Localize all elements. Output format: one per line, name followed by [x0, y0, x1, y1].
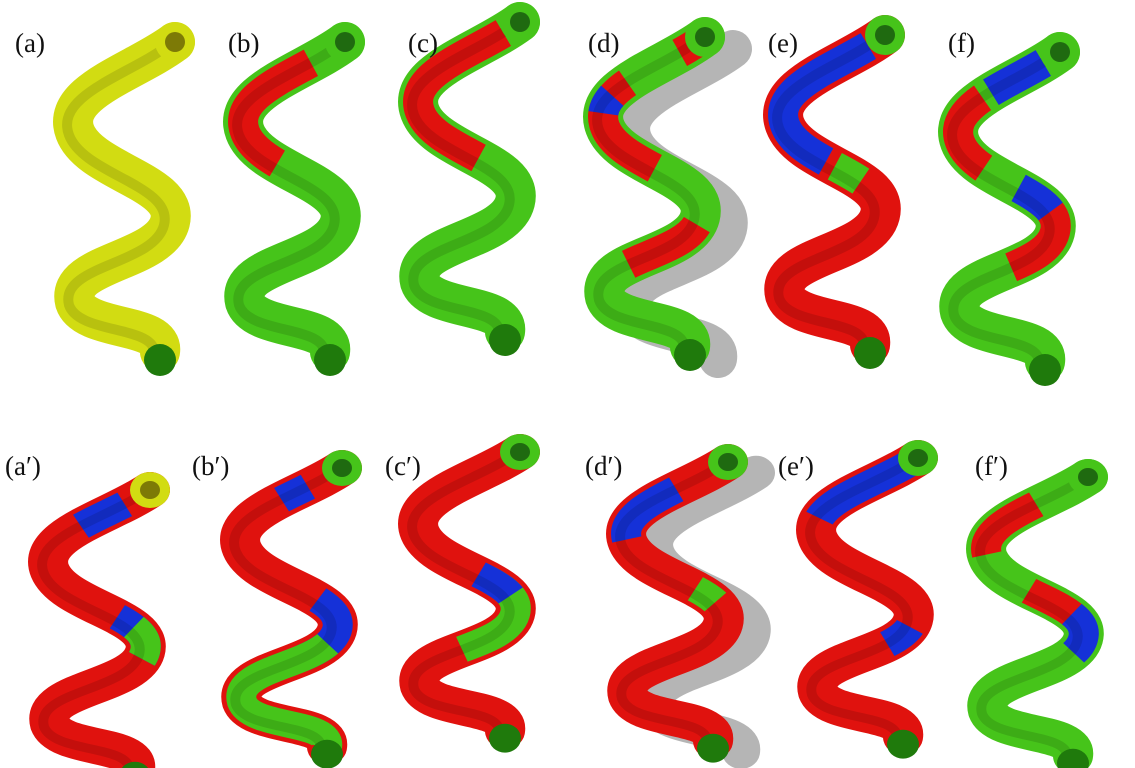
panel-label: (d′): [585, 451, 622, 481]
tube-hole: [140, 481, 160, 499]
tube-end: [311, 739, 343, 768]
helix-panel: [583, 17, 752, 378]
tube-end: [489, 324, 521, 356]
helix-panel: [223, 22, 365, 376]
helix-shade: [407, 20, 517, 336]
tube-hole: [1050, 42, 1070, 62]
panel-label: (e′): [778, 451, 814, 481]
tube-end: [887, 729, 919, 759]
tube-hole: [335, 32, 355, 52]
panel-label: (e): [768, 28, 798, 58]
helix-shade: [229, 467, 339, 751]
tube-hole: [510, 443, 530, 461]
tube-end: [489, 723, 521, 753]
helix-band: [768, 22, 896, 348]
tube-end: [1057, 748, 1089, 768]
helix-band: [588, 24, 716, 350]
tube-hole: [510, 12, 530, 32]
tube-hole: [875, 25, 895, 45]
helix-shade: [975, 476, 1085, 760]
panel-label: (f): [948, 28, 975, 58]
helix-band: [228, 29, 356, 355]
helix-band: [403, 440, 531, 734]
helix-band: [801, 446, 929, 740]
panel-label: (f′): [975, 451, 1008, 481]
panel-label: (a): [15, 28, 45, 58]
helix-panel: [28, 471, 170, 768]
helix-band: [33, 478, 161, 768]
helix-panel: [966, 458, 1108, 768]
helix-shade: [615, 461, 725, 745]
tube-hole: [695, 27, 715, 47]
panel-label: (c): [408, 28, 438, 58]
helix-band: [403, 9, 531, 335]
helix-shade: [592, 35, 702, 351]
tube-end: [314, 344, 346, 376]
helix-shade: [947, 50, 1057, 366]
helix-band: [971, 465, 1099, 759]
panel-label: (a′): [5, 451, 41, 481]
helix-band: [971, 465, 1099, 759]
panel-label: (d): [588, 28, 619, 58]
helix-shade: [62, 40, 172, 356]
tube-hole: [1078, 468, 1098, 486]
helix-panel: [398, 2, 540, 356]
panel-label: (b): [228, 28, 259, 58]
tube-end: [697, 733, 729, 763]
helix-band: [225, 456, 353, 750]
helix-panel: [53, 22, 195, 376]
tube-hole: [718, 453, 738, 471]
helix-shade: [232, 40, 342, 356]
helix-panel: [606, 443, 775, 768]
tube-end: [121, 761, 149, 768]
helix-panel: [398, 433, 540, 753]
helix-shade: [37, 489, 147, 768]
helix-shade: [772, 33, 882, 349]
helix-panel: [220, 449, 362, 768]
helix-shade: [805, 457, 915, 741]
helix-panel: [796, 439, 938, 759]
panel-label: (b′): [192, 451, 229, 481]
helix-band: [225, 456, 353, 750]
panel-label: (c′): [385, 451, 421, 481]
helix-tube: [53, 22, 195, 372]
helix-band: [611, 450, 739, 744]
tube-end: [1029, 354, 1061, 386]
tube-end: [854, 337, 886, 369]
tube-end: [674, 339, 706, 371]
helix-shade: [407, 451, 517, 735]
tube-end: [144, 344, 176, 376]
helix-band: [943, 39, 1071, 365]
helix-panel: [763, 15, 905, 369]
tube-hole: [908, 449, 928, 467]
tube-hole: [165, 32, 185, 52]
helix-panel: [938, 32, 1080, 386]
tube-hole: [332, 459, 352, 477]
